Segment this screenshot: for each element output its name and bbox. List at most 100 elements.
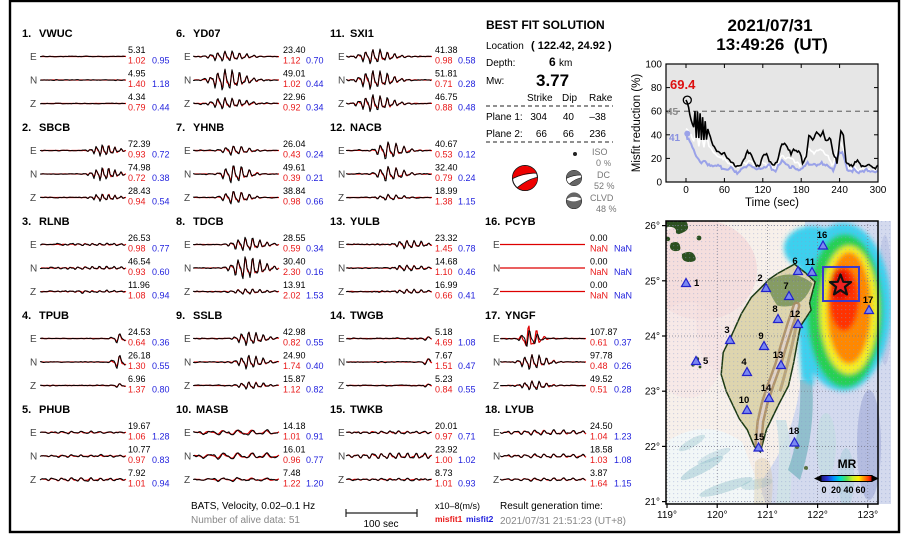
svg-text:121°: 121° [757, 510, 778, 521]
svg-text:11.96: 11.96 [128, 280, 150, 290]
svg-text:0: 0 [821, 485, 826, 495]
svg-text:0.48: 0.48 [590, 361, 608, 371]
svg-text:E: E [184, 146, 191, 157]
svg-text:28.55: 28.55 [283, 233, 306, 243]
svg-text:0.77: 0.77 [306, 455, 324, 465]
svg-text:N: N [338, 358, 345, 369]
svg-text:NaN: NaN [590, 290, 608, 300]
svg-text:40.67: 40.67 [435, 139, 458, 149]
svg-text:E: E [184, 240, 191, 251]
svg-text:1.37: 1.37 [128, 384, 146, 394]
svg-text:1.23: 1.23 [614, 431, 632, 441]
svg-text:16.01: 16.01 [283, 445, 306, 455]
svg-text:0.70: 0.70 [306, 55, 324, 65]
svg-text:0.94: 0.94 [152, 290, 170, 300]
svg-text:N: N [184, 76, 191, 87]
svg-text:Location: Location [486, 41, 524, 52]
svg-text:0.26: 0.26 [614, 361, 632, 371]
svg-text:0.79: 0.79 [128, 102, 146, 112]
svg-text:Z: Z [338, 287, 344, 298]
svg-text:0: 0 [683, 185, 689, 196]
svg-text:0.78: 0.78 [458, 243, 476, 253]
svg-text:4.: 4. [22, 310, 31, 322]
svg-text:MR: MR [838, 457, 857, 471]
svg-text:PHUB: PHUB [39, 404, 70, 416]
svg-text:52 %: 52 % [594, 181, 615, 191]
svg-text:1.28: 1.28 [152, 431, 170, 441]
svg-text:1.51: 1.51 [435, 361, 453, 371]
svg-text:0.47: 0.47 [458, 361, 476, 371]
svg-text:Z: Z [493, 475, 499, 486]
svg-text:0.40: 0.40 [306, 361, 324, 371]
svg-text:0.82: 0.82 [306, 384, 324, 394]
svg-text:14.: 14. [330, 310, 345, 322]
svg-text:VWUC: VWUC [39, 28, 73, 40]
svg-text:0.96: 0.96 [283, 455, 301, 465]
svg-text:20: 20 [831, 485, 841, 495]
svg-text:1.01: 1.01 [283, 431, 301, 441]
svg-text:0.94: 0.94 [152, 478, 170, 488]
svg-text:Dip: Dip [562, 93, 577, 104]
svg-text:x10–8(m/s): x10–8(m/s) [435, 501, 480, 511]
svg-text:NaN: NaN [614, 267, 632, 277]
svg-text:28.43: 28.43 [128, 186, 151, 196]
svg-text:60: 60 [719, 185, 731, 196]
svg-text:2.30: 2.30 [283, 267, 301, 277]
svg-text:E: E [184, 334, 191, 345]
svg-text:Z: Z [184, 99, 190, 110]
svg-text:304: 304 [530, 112, 547, 123]
svg-text:41.38: 41.38 [435, 45, 458, 55]
svg-text:E: E [30, 334, 37, 345]
svg-text:66: 66 [536, 129, 548, 140]
svg-text:6.96: 6.96 [128, 374, 146, 384]
svg-text:66: 66 [563, 129, 575, 140]
svg-text:6.: 6. [176, 28, 185, 40]
svg-text:2021/07/31 21:51:23 (UT+8): 2021/07/31 21:51:23 (UT+8) [500, 516, 626, 527]
svg-text:1.03: 1.03 [590, 455, 608, 465]
svg-text:5.18: 5.18 [435, 327, 453, 337]
svg-text:21°: 21° [645, 497, 660, 508]
svg-text:23.40: 23.40 [283, 45, 306, 55]
svg-text:0.80: 0.80 [152, 384, 170, 394]
svg-text:YD07: YD07 [193, 28, 221, 40]
svg-text:23°: 23° [645, 387, 660, 398]
svg-text:0.48: 0.48 [458, 102, 476, 112]
svg-text:0.34: 0.34 [306, 102, 324, 112]
svg-text:N: N [184, 264, 191, 275]
svg-text:Z: Z [338, 99, 344, 110]
svg-text:0.77: 0.77 [152, 243, 170, 253]
svg-text:0: 0 [656, 178, 662, 189]
svg-text:0.37: 0.37 [614, 337, 632, 347]
svg-text:2.: 2. [22, 122, 31, 134]
svg-text:2.02: 2.02 [283, 290, 301, 300]
svg-text:300: 300 [870, 185, 887, 196]
svg-text:4.34: 4.34 [128, 92, 146, 102]
svg-text:Strike: Strike [527, 93, 553, 104]
svg-text:RLNB: RLNB [39, 216, 70, 228]
svg-text:0.72: 0.72 [128, 173, 146, 183]
svg-text:1.08: 1.08 [128, 290, 146, 300]
svg-text:97.78: 97.78 [590, 351, 613, 361]
svg-text:0.55: 0.55 [458, 384, 476, 394]
svg-text:45: 45 [667, 107, 679, 118]
svg-text:26°: 26° [645, 221, 660, 232]
svg-text:5: 5 [703, 356, 709, 367]
svg-text:0.51: 0.51 [590, 384, 608, 394]
svg-text:E: E [30, 428, 37, 439]
svg-text:38.84: 38.84 [283, 186, 306, 196]
svg-text:Depth:: Depth: [486, 58, 515, 69]
svg-text:24°: 24° [645, 332, 660, 343]
svg-text:0.00: 0.00 [590, 280, 608, 290]
svg-text:1.12: 1.12 [283, 384, 301, 394]
svg-text:48 %: 48 % [596, 204, 617, 214]
svg-text:0.93: 0.93 [458, 478, 476, 488]
svg-text:0.21: 0.21 [306, 173, 324, 183]
svg-text:0: 0 [596, 158, 601, 168]
svg-text:0.54: 0.54 [152, 196, 170, 206]
svg-text:TWKB: TWKB [350, 404, 383, 416]
svg-text:42.98: 42.98 [283, 327, 306, 337]
svg-text:0.28: 0.28 [614, 384, 632, 394]
svg-text:5.23: 5.23 [435, 374, 453, 384]
svg-text:13: 13 [773, 350, 784, 361]
svg-text:16.: 16. [485, 216, 500, 228]
